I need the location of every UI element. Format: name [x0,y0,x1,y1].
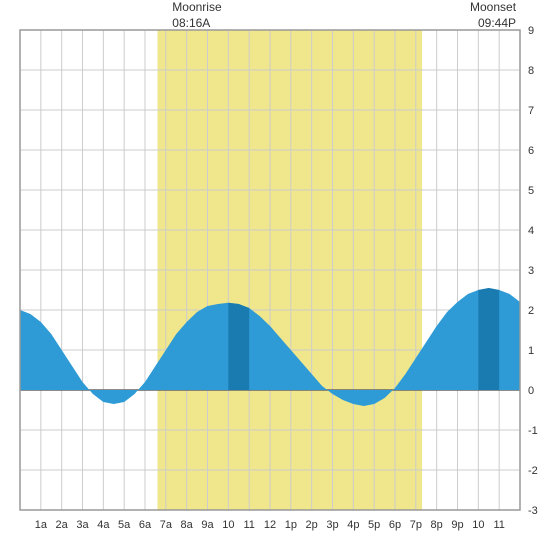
y-tick-label: -2 [528,465,538,477]
y-tick-label: 9 [528,25,534,37]
x-tick-label: 10 [222,519,234,531]
x-tick-label: 5p [368,519,380,531]
y-tick-label: 0 [528,385,534,397]
y-tick-label: 7 [528,105,534,117]
x-tick-label: 7a [160,519,173,531]
x-tick-label: 3a [76,519,89,531]
x-tick-label: 8a [181,519,194,531]
x-tick-label: 9p [451,519,463,531]
x-tick-label: 2a [56,519,69,531]
y-tick-label: -3 [528,505,538,517]
y-tick-label: -1 [528,425,538,437]
x-tick-label: 11 [243,519,254,531]
moonrise-label: Moonrise 08:16A [172,0,221,31]
x-tick-label: 9a [201,519,214,531]
moonset-title: Moonset [470,0,516,14]
x-tick-label: 1a [35,519,48,531]
x-tick-label: 6a [139,519,152,531]
x-tick-label: 3p [326,519,338,531]
moonrise-time: 08:16A [172,16,210,30]
tide-chart: Moonrise 08:16A Moonset 09:44P -3-2-1012… [0,0,550,550]
x-tick-label: 4p [347,519,359,531]
y-tick-label: 1 [528,345,534,357]
x-tick-label: 6p [389,519,401,531]
y-tick-label: 6 [528,145,534,157]
moonrise-title: Moonrise [172,0,221,14]
x-tick-label: 10 [472,519,484,531]
x-tick-label: 4a [97,519,110,531]
y-tick-label: 2 [528,305,534,317]
x-tick-label: 1p [285,519,297,531]
tide-shadow [228,303,249,390]
x-tick-label: 5a [118,519,131,531]
x-tick-label: 2p [306,519,318,531]
moonset-label: Moonset 09:44P [470,0,516,31]
chart-svg: -3-2-101234567891a2a3a4a5a6a7a8a9a101112… [0,0,550,550]
moonset-time: 09:44P [478,16,516,30]
y-tick-label: 8 [528,65,534,77]
x-tick-label: 11 [493,519,504,531]
y-tick-label: 4 [528,225,534,237]
x-tick-label: 12 [264,519,276,531]
x-tick-label: 7p [410,519,422,531]
x-tick-label: 8p [431,519,443,531]
y-tick-label: 3 [528,265,534,277]
y-tick-label: 5 [528,185,534,197]
tide-shadow [478,288,499,390]
